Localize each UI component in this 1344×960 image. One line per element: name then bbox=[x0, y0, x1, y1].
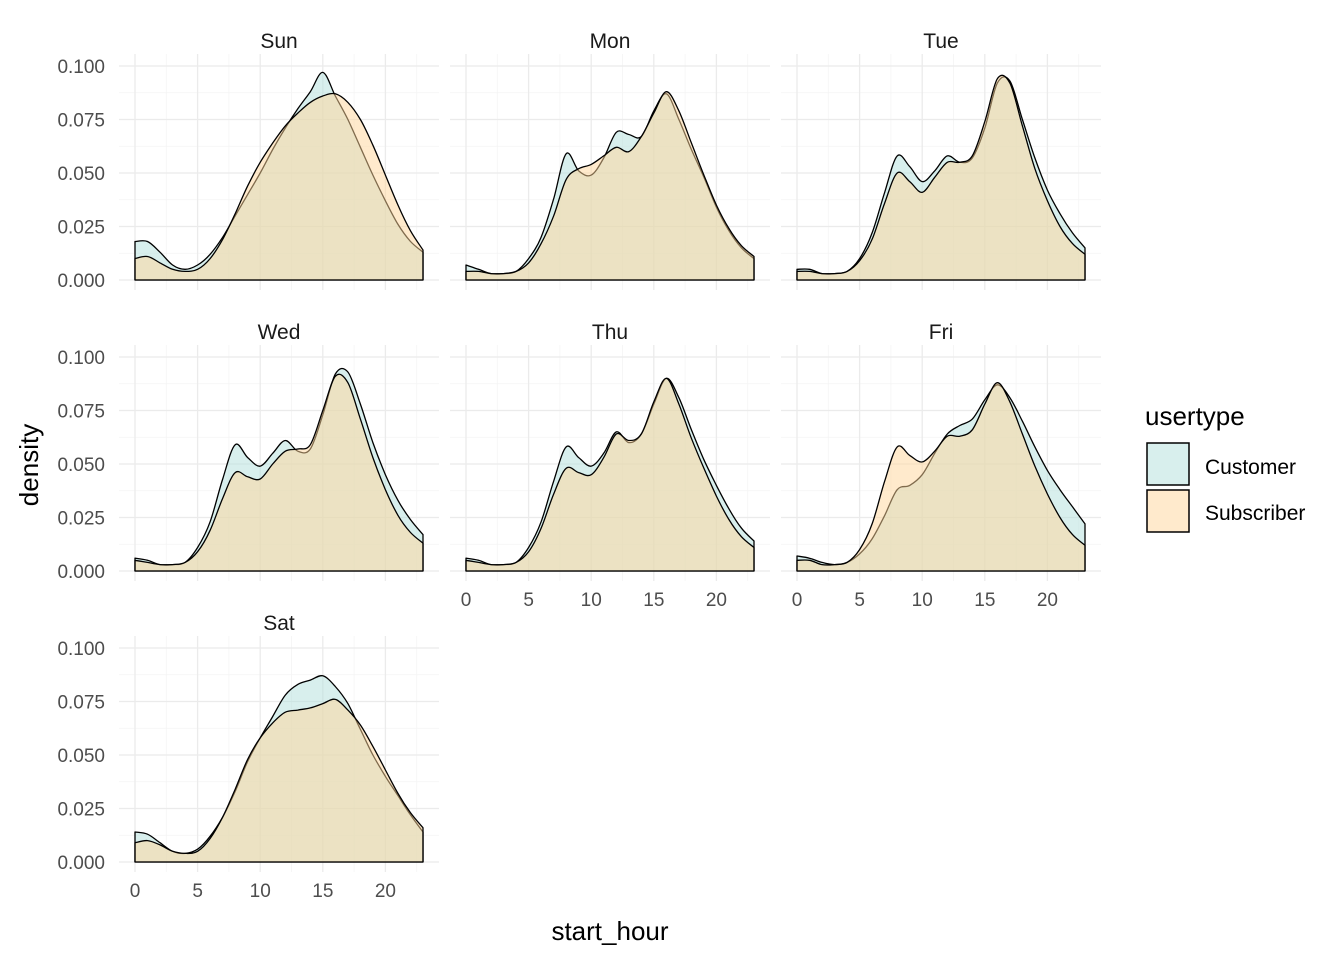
y-axis-title: density bbox=[14, 424, 44, 506]
x-tick-label: 10 bbox=[912, 590, 933, 611]
x-tick-label: 15 bbox=[312, 881, 333, 902]
facet-label-wed: Wed bbox=[258, 321, 301, 344]
x-tick-label: 10 bbox=[250, 881, 271, 902]
legend-label-customer: Customer bbox=[1205, 456, 1296, 479]
facet-tue: Tue bbox=[781, 30, 1101, 290]
y-tick-label: 0.025 bbox=[57, 218, 105, 239]
y-tick-label: 0.075 bbox=[57, 402, 105, 423]
legend-title: usertype bbox=[1145, 401, 1245, 431]
y-tick-label: 0.025 bbox=[57, 800, 105, 821]
facet-panels: Sun 0.000 0.025 0.050 0.075 0.100 Mon Tue Wed 0.0… bbox=[57, 30, 1101, 902]
y-tick-label: 0.100 bbox=[57, 57, 105, 78]
x-tick-label: 5 bbox=[192, 881, 203, 902]
x-tick-label: 15 bbox=[643, 590, 664, 611]
x-tick-label: 10 bbox=[581, 590, 602, 611]
x-tick-label: 20 bbox=[375, 881, 396, 902]
density-area-subscriber bbox=[134, 373, 424, 572]
x-axis-title: start_hour bbox=[551, 916, 668, 946]
y-tick-label: 0.050 bbox=[57, 164, 105, 185]
facet-mon: Mon bbox=[450, 30, 770, 290]
y-tick-label: 0.000 bbox=[57, 271, 105, 292]
x-tick-label: 20 bbox=[1037, 590, 1058, 611]
facet-fri: Fri 0 5 10 15 20 bbox=[781, 321, 1101, 611]
facet-label-sun: Sun bbox=[260, 30, 297, 53]
legend-label-subscriber: Subscriber bbox=[1205, 502, 1305, 525]
x-tick-label: 0 bbox=[792, 590, 803, 611]
facet-thu: Thu 0 5 10 15 20 bbox=[450, 321, 770, 611]
y-tick-label: 0.100 bbox=[57, 348, 105, 369]
y-tick-label: 0.025 bbox=[57, 509, 105, 530]
y-tick-label: 0.075 bbox=[57, 693, 105, 714]
facet-label-sat: Sat bbox=[263, 612, 295, 635]
y-tick-label: 0.000 bbox=[57, 853, 105, 874]
facet-label-fri: Fri bbox=[929, 321, 954, 344]
facet-sun: Sun 0.000 0.025 0.050 0.075 0.100 bbox=[57, 30, 439, 292]
density-area-subscriber bbox=[465, 377, 755, 572]
x-tick-label: 20 bbox=[706, 590, 727, 611]
density-area-subscriber bbox=[134, 698, 424, 863]
x-tick-label: 5 bbox=[523, 590, 534, 611]
density-area-subscriber bbox=[465, 91, 755, 281]
x-tick-label: 5 bbox=[854, 590, 865, 611]
x-tick-label: 0 bbox=[461, 590, 472, 611]
density-area-subscriber bbox=[134, 92, 424, 281]
facet-wed: Wed 0.000 0.025 0.050 0.075 0.100 bbox=[57, 321, 439, 583]
facet-label-tue: Tue bbox=[923, 30, 958, 53]
density-area-subscriber bbox=[796, 74, 1086, 281]
x-tick-label: 15 bbox=[974, 590, 995, 611]
facet-label-mon: Mon bbox=[590, 30, 631, 53]
y-tick-label: 0.000 bbox=[57, 562, 105, 583]
density-area-subscriber bbox=[796, 382, 1086, 572]
facet-label-thu: Thu bbox=[592, 321, 628, 344]
y-tick-label: 0.100 bbox=[57, 639, 105, 660]
y-tick-label: 0.050 bbox=[57, 455, 105, 476]
y-tick-label: 0.050 bbox=[57, 746, 105, 767]
y-tick-label: 0.075 bbox=[57, 111, 105, 132]
x-tick-label: 0 bbox=[130, 881, 141, 902]
legend-key-customer bbox=[1146, 442, 1190, 486]
legend: usertype Customer Subscriber bbox=[1145, 401, 1305, 533]
facet-sat: Sat 0.000 0.025 0.050 0.075 0.100 0 5 10 15 20 bbox=[57, 612, 439, 902]
legend-key-subscriber bbox=[1146, 489, 1190, 533]
